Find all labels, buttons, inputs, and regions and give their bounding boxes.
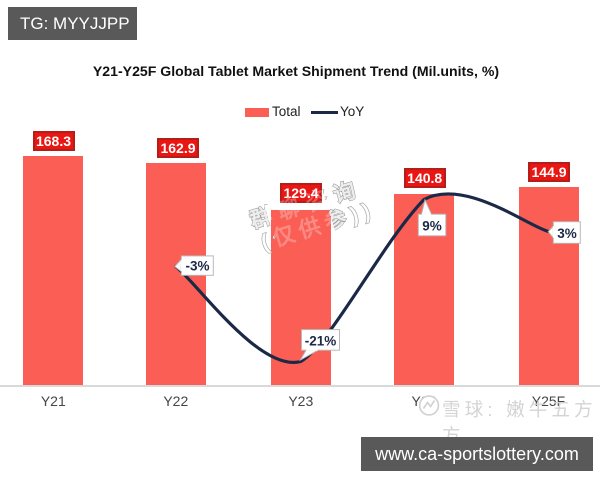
svg-text:-21%: -21%: [305, 334, 337, 349]
svg-text:9%: 9%: [422, 219, 442, 234]
svg-text:-3%: -3%: [185, 259, 209, 274]
svg-text:3%: 3%: [557, 226, 577, 241]
